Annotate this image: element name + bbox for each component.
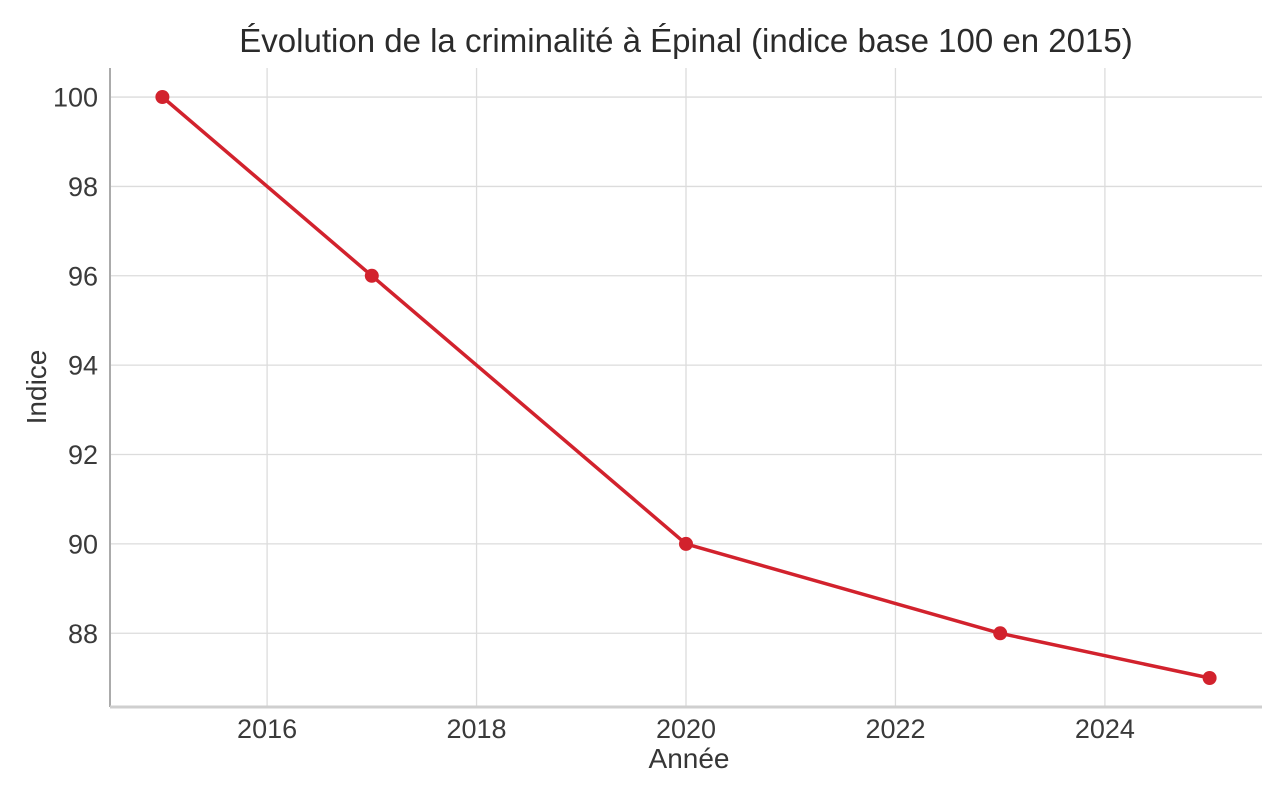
y-tick-label: 100 — [53, 83, 98, 113]
x-tick-label: 2020 — [656, 714, 716, 744]
y-tick-label: 96 — [68, 261, 98, 291]
tick-labels: 2016 2018 2020 2022 2024 88 90 92 94 96 98 100 — [53, 83, 1135, 745]
y-axis-label: Indice — [21, 350, 52, 425]
x-tick-label: 2022 — [865, 714, 925, 744]
y-tick-label: 92 — [68, 440, 98, 470]
grid-layer — [110, 68, 1262, 707]
y-tick-label: 88 — [68, 619, 98, 649]
y-tick-label: 90 — [68, 529, 98, 559]
x-tick-label: 2016 — [237, 714, 297, 744]
data-point — [364, 268, 379, 283]
x-tick-label: 2018 — [446, 714, 506, 744]
series-layer — [155, 90, 1217, 685]
chart-title: Évolution de la criminalité à Épinal (in… — [239, 22, 1132, 59]
x-tick-label: 2024 — [1075, 714, 1135, 744]
axes-spines — [109, 68, 1262, 709]
y-tick-label: 98 — [68, 172, 98, 202]
data-point — [155, 90, 170, 104]
x-axis-label: Année — [649, 743, 730, 774]
y-tick-label: 94 — [68, 351, 98, 381]
data-point — [679, 536, 693, 551]
data-point — [1202, 671, 1217, 685]
data-point — [993, 626, 1008, 641]
